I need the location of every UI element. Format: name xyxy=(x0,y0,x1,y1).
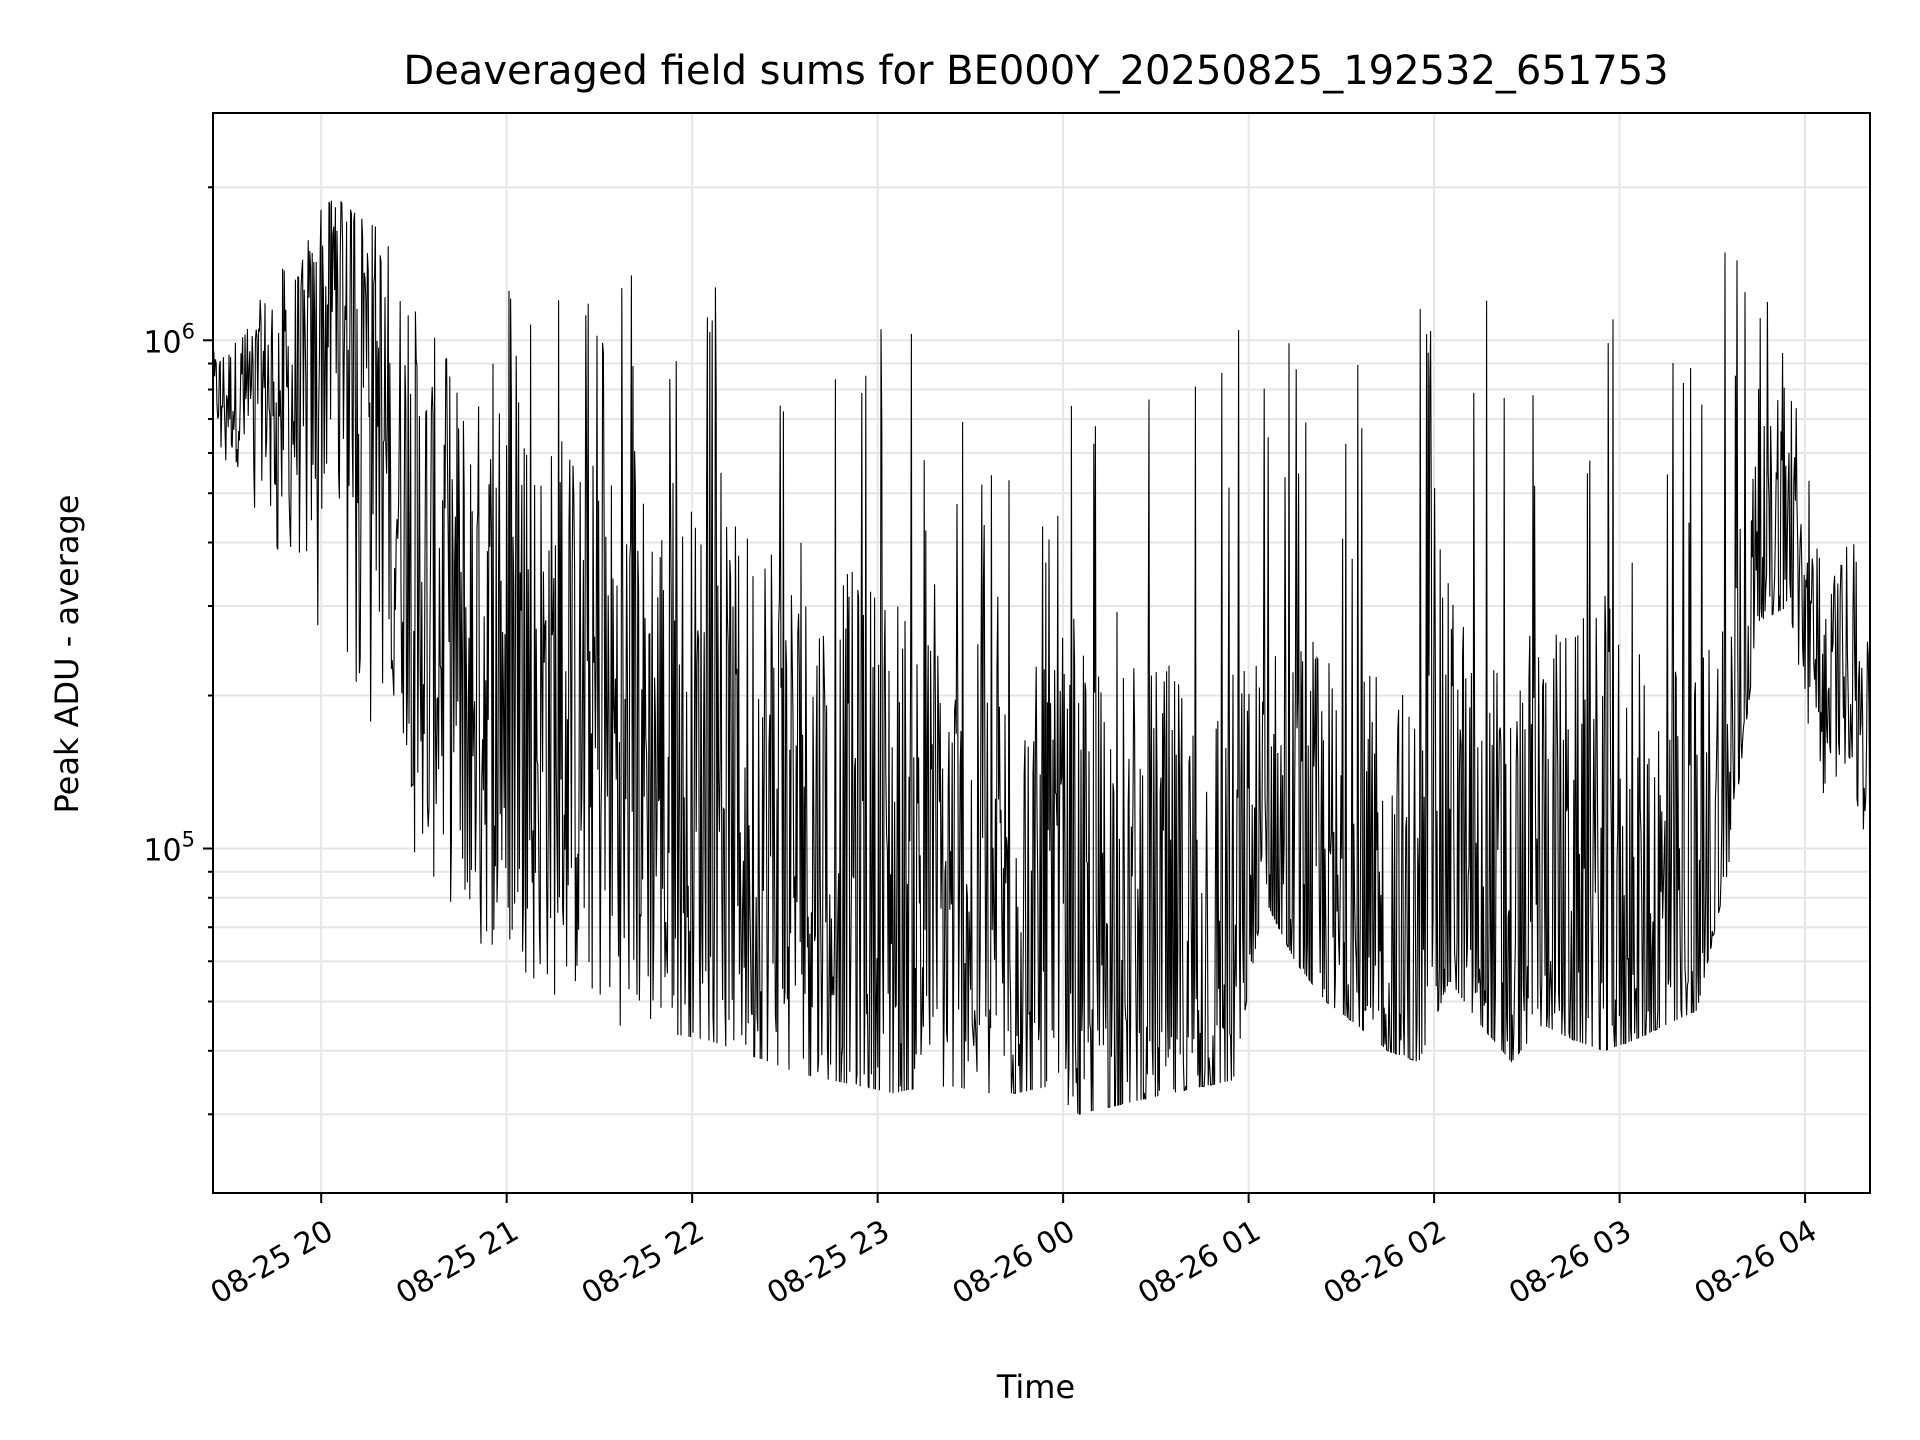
y-axis-title: Peak ADU - average xyxy=(48,495,86,814)
y-axis-ticks: 105 106 xyxy=(143,186,213,1116)
plot-frame xyxy=(212,112,1871,1194)
x-axis-title: Time xyxy=(996,1368,1075,1406)
chart-title: Deaveraged field sums for BE000Y_2025082… xyxy=(403,48,1668,94)
grid-lines xyxy=(213,113,1870,1193)
data-series xyxy=(212,200,1871,1115)
series-line xyxy=(212,200,1871,1115)
y-tick-label: 106 xyxy=(143,319,195,360)
y-tick-label: 105 xyxy=(143,828,195,869)
